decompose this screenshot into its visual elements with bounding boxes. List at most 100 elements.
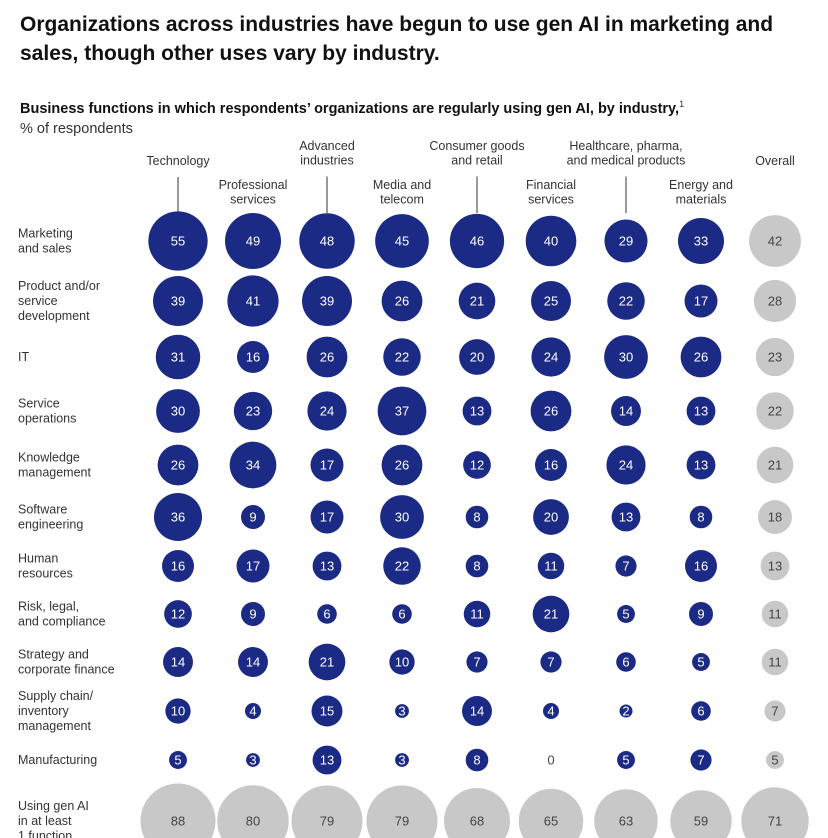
bubble: 26 xyxy=(381,280,423,322)
bubble-value: 13 xyxy=(320,753,334,768)
bubble: 10 xyxy=(389,649,415,675)
bubble-value: 22 xyxy=(619,294,633,309)
bubble: 13 xyxy=(611,502,641,532)
bubble-circle xyxy=(302,276,352,326)
row-header-knowledge-management: Knowledge management xyxy=(18,451,91,480)
bubble-value: 13 xyxy=(694,458,708,473)
bubble-value: 7 xyxy=(697,753,704,768)
bubble: 65 xyxy=(518,788,584,838)
bubble-value: 16 xyxy=(694,559,708,574)
bubble-value: 13 xyxy=(768,559,782,574)
bubble: 23 xyxy=(233,391,273,431)
bubble: 13 xyxy=(686,396,716,426)
bubble-circle xyxy=(616,652,636,672)
bubble-circle xyxy=(466,651,488,673)
bubble-value: 30 xyxy=(395,510,409,525)
bubble-circle xyxy=(162,550,194,582)
bubble-circle xyxy=(237,341,269,373)
bubble: 17 xyxy=(310,448,344,482)
bubble-circle xyxy=(606,445,646,485)
row-header-service-operations: Service operations xyxy=(18,397,76,426)
bubble: 9 xyxy=(689,602,713,626)
column-header-financial-services: Financial services xyxy=(526,178,576,207)
bubble-value: 48 xyxy=(320,234,334,249)
bubble-circle xyxy=(690,749,712,771)
bubble-value: 3 xyxy=(398,704,405,719)
bubble-value: 79 xyxy=(320,814,334,829)
bubble-value: 65 xyxy=(544,814,558,829)
bubble: 30 xyxy=(604,335,648,379)
bubble: 8 xyxy=(689,505,713,529)
bubble-circle xyxy=(312,551,342,581)
bubble-value: 15 xyxy=(320,704,334,719)
bubble: 33 xyxy=(678,218,724,264)
bubble-circle xyxy=(532,595,570,633)
bubble-circle xyxy=(217,785,289,838)
bubble: 31 xyxy=(155,334,201,380)
bubble-value: 23 xyxy=(246,404,260,419)
row-header-risk-legal-and-compliance: Risk, legal, and compliance xyxy=(18,600,106,629)
bubble: 5 xyxy=(169,751,187,769)
bubble-circle xyxy=(156,389,200,433)
bubble: 6 xyxy=(691,701,711,721)
bubble-value: 24 xyxy=(320,404,334,419)
bubble-value: 8 xyxy=(697,510,704,525)
bubble-value: 4 xyxy=(249,704,256,719)
bubble-circle xyxy=(611,502,641,532)
bubble-value: 23 xyxy=(768,350,782,365)
bubble-circle xyxy=(678,218,724,264)
bubble: 5 xyxy=(766,751,784,769)
bubble-value: 46 xyxy=(470,234,484,249)
column-headers: Technology Professional services Advanced in… xyxy=(146,139,795,213)
bubble-value: 37 xyxy=(395,404,409,419)
bubble: 14 xyxy=(238,647,268,677)
bubble-circle xyxy=(594,789,658,838)
bubble-value: 24 xyxy=(619,458,633,473)
bubble: 13 xyxy=(686,450,716,480)
bubble: 24 xyxy=(531,337,571,377)
bubble: 45 xyxy=(375,214,429,268)
bubble: 40 xyxy=(525,215,577,267)
bubble-circle xyxy=(465,505,489,529)
row-header-product-and-or-service-development: Product and/or service development xyxy=(18,279,100,323)
bubble: 17 xyxy=(310,500,344,534)
bubble-circle xyxy=(686,450,716,480)
bubble-value: 30 xyxy=(619,350,633,365)
bubble: 34 xyxy=(229,441,277,489)
bubble-circle xyxy=(229,441,277,489)
bubble-circle xyxy=(241,602,265,626)
bubble-circle xyxy=(395,753,409,767)
bubble: 22 xyxy=(756,392,794,430)
bubble-value: 80 xyxy=(246,814,260,829)
bubble: 68 xyxy=(444,788,510,838)
bubble-circle xyxy=(756,446,794,484)
bubble: 17 xyxy=(236,549,270,583)
footnote-marker: 1 xyxy=(679,99,685,109)
bubble-circle xyxy=(758,500,792,534)
bubble: 4 xyxy=(245,703,261,719)
column-header-healthcare-pharma-and-medical-products: Healthcare, pharma, and medical products xyxy=(567,139,686,168)
bubble: 7 xyxy=(615,555,637,577)
bubble-value: 41 xyxy=(246,294,260,309)
bubble: 71 xyxy=(741,787,809,838)
row-header-human-resources: Human resources xyxy=(18,552,73,581)
bubble-value: 34 xyxy=(246,458,260,473)
bubble-circle xyxy=(245,703,261,719)
bubble-value: 31 xyxy=(171,350,185,365)
bubble: 26 xyxy=(306,336,348,378)
bubble-value: 26 xyxy=(395,294,409,309)
bubble-circle xyxy=(462,396,492,426)
bubble: 20 xyxy=(459,339,495,375)
bubble-circle xyxy=(306,336,348,378)
bubble: 25 xyxy=(531,281,571,321)
bubble-circle xyxy=(607,282,645,320)
bubble-circle xyxy=(680,336,722,378)
bubble-value: 16 xyxy=(171,559,185,574)
bubble: 8 xyxy=(465,505,489,529)
bubble-circle xyxy=(375,214,429,268)
bubble-value: 5 xyxy=(771,753,778,768)
bubble: 49 xyxy=(225,213,281,269)
bubble-value: 11 xyxy=(470,607,484,622)
bubble: 13 xyxy=(462,396,492,426)
bubble-circle xyxy=(155,334,201,380)
